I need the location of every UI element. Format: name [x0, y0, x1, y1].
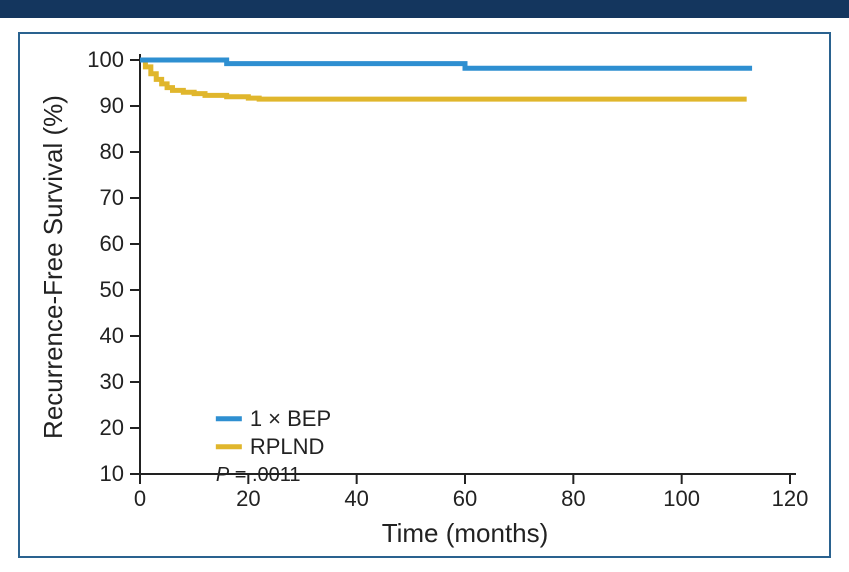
x-tick-label: 0 — [134, 486, 146, 511]
outer-frame: 10 20 30 40 50 60 70 80 90 100 0 20 40 60 80 100 120 Time… — [0, 0, 849, 572]
x-tick-label: 60 — [453, 486, 477, 511]
y-tick-label: 80 — [100, 139, 124, 164]
y-tick-label: 50 — [100, 277, 124, 302]
x-tick-label: 100 — [663, 486, 700, 511]
p-value: P = .0011 — [216, 464, 301, 486]
y-tick-label: 100 — [87, 47, 124, 72]
y-tick-label: 60 — [100, 231, 124, 256]
survival-chart: 10 20 30 40 50 60 70 80 90 100 0 20 40 60 80 100 120 Time… — [20, 34, 829, 556]
y-tick-label: 40 — [100, 323, 124, 348]
x-tick-label: 80 — [561, 486, 585, 511]
x-tick-label: 120 — [772, 486, 809, 511]
y-tick-label: 10 — [100, 461, 124, 486]
y-tick-label: 90 — [100, 93, 124, 118]
y-tick-label: 30 — [100, 369, 124, 394]
y-tick-label: 70 — [100, 185, 124, 210]
legend-label: RPLND — [250, 434, 325, 459]
chart-svg: 10 20 30 40 50 60 70 80 90 100 0 20 40 60 80 100 120 Time… — [20, 34, 829, 558]
x-tick-label: 40 — [344, 486, 368, 511]
x-tick-label: 20 — [236, 486, 260, 511]
series-line — [140, 60, 752, 68]
chart-frame: 10 20 30 40 50 60 70 80 90 100 0 20 40 60 80 100 120 Time… — [18, 32, 831, 558]
legend-label: 1 × BEP — [250, 406, 331, 431]
y-axis-title: Recurrence-Free Survival (%) — [38, 95, 68, 439]
y-tick-label: 20 — [100, 415, 124, 440]
x-axis-title: Time (months) — [382, 518, 549, 548]
